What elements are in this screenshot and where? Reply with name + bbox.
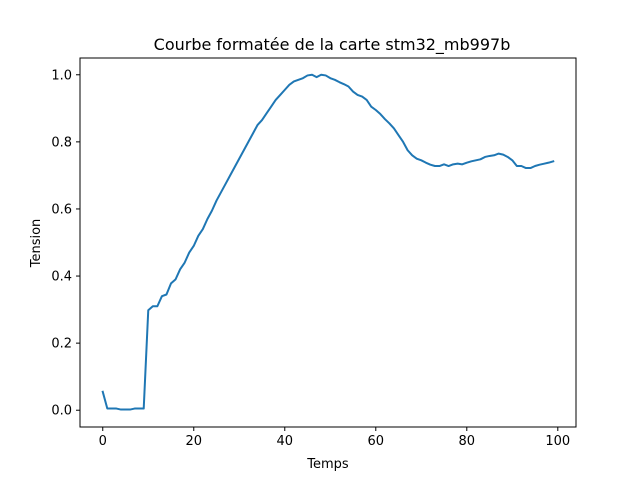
chart-title: Courbe formatée de la carte stm32_mb997b [154, 35, 511, 55]
plot-area: 0 20 40 60 80 100 0.0 0.2 0.4 0.6 0.8 1.0 [51, 57, 577, 449]
y-tick-label: 0.6 [51, 202, 72, 217]
x-tick-label: 80 [459, 434, 476, 449]
y-tick-label: 0.2 [51, 337, 72, 352]
x-tick-label: 40 [276, 434, 293, 449]
x-tick-label: 60 [368, 434, 385, 449]
y-tick-label: 0.8 [51, 135, 72, 150]
y-axis-label: Tension [29, 219, 44, 269]
y-tick-label: 0.4 [51, 270, 72, 285]
x-tick-label: 100 [545, 434, 570, 449]
series-line [101, 73, 555, 411]
y-tick-label: 0.0 [51, 404, 72, 419]
y-tick-label: 1.0 [51, 68, 72, 83]
x-tick-label: 0 [99, 434, 107, 449]
x-tick-label: 20 [185, 434, 202, 449]
axes-frame [79, 57, 577, 428]
x-axis-label: Temps [306, 457, 349, 472]
